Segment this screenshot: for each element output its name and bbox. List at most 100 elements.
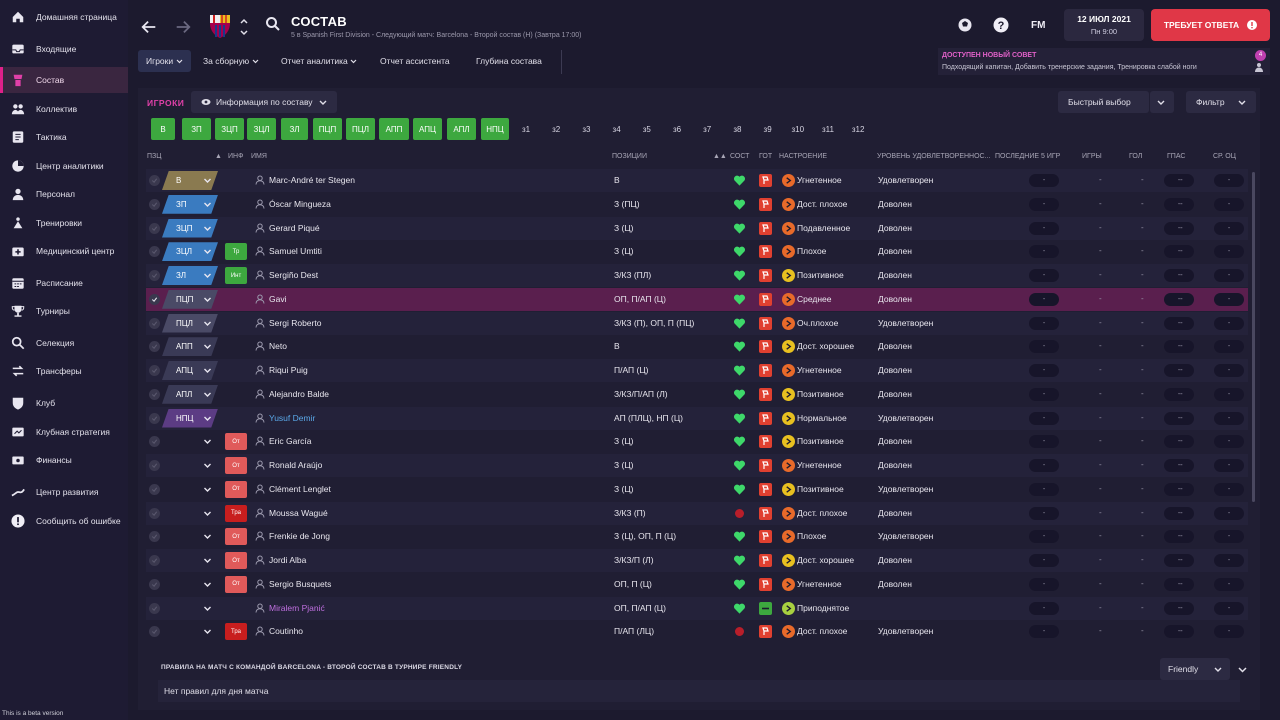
filter-button[interactable]: Фильтр: [1186, 91, 1256, 113]
number-filter-button[interactable]: з3: [582, 124, 591, 134]
col-inf[interactable]: ИНФ: [228, 153, 244, 160]
chevron-down-icon[interactable]: [203, 627, 212, 636]
player-name[interactable]: Marc-André ter Stegen: [269, 175, 355, 185]
position-tag[interactable]: ПЦП: [162, 289, 218, 309]
position-filter-button[interactable]: ПЦП: [313, 118, 342, 140]
player-name[interactable]: Óscar Mingueza: [269, 198, 331, 209]
sidebar-item[interactable]: Тренировки: [0, 210, 128, 236]
sidebar-item[interactable]: Финансы: [0, 447, 128, 473]
sidebar-item[interactable]: Сообщить об ошибке: [0, 508, 128, 534]
player-name[interactable]: Alejandro Balde: [269, 388, 330, 399]
chevron-down-icon[interactable]: [203, 366, 212, 375]
row-select-check[interactable]: [149, 436, 160, 448]
tab-players[interactable]: Игроки: [138, 50, 191, 72]
row-select-check[interactable]: [149, 483, 160, 495]
row-select-check[interactable]: [149, 175, 160, 186]
chevron-down-icon[interactable]: [203, 271, 212, 280]
info-badge[interactable]: Тра: [225, 623, 247, 641]
fm-logo[interactable]: FM: [1031, 20, 1046, 31]
new-advice-notice[interactable]: ДОСТУПЕН НОВЫЙ СОВЕТ Подходящий капитан,…: [938, 48, 1270, 75]
col-assists[interactable]: ГПАС: [1167, 153, 1186, 160]
table-row[interactable]: Тра Moussa Wagué З/КЗ (П) Дост. плохое Довол…: [146, 501, 1248, 525]
player-name[interactable]: Moussa Wagué: [269, 507, 328, 518]
number-filter-button[interactable]: з1: [521, 124, 531, 134]
player-name[interactable]: Frenkie de Jong: [269, 531, 330, 542]
sidebar-item[interactable]: Медицинский центр: [0, 238, 128, 264]
col-condition[interactable]: СОСТ: [730, 153, 750, 160]
position-tag[interactable]: АПЛ: [162, 384, 218, 404]
col-last5[interactable]: ПОСЛЕДНИЕ 5 ИГР: [995, 153, 1061, 160]
row-select-check[interactable]: [149, 246, 160, 258]
row-select-check[interactable]: [149, 270, 160, 281]
table-row[interactable]: ЗЦЛ Тр Samuel Umtiti З (Ц) Плохое Доволен - - - -…: [146, 240, 1248, 264]
info-badge[interactable]: От: [225, 528, 247, 546]
player-name[interactable]: Riqui Puig: [269, 365, 308, 375]
tab-analyst-report[interactable]: Отчет аналитика: [281, 50, 357, 72]
sidebar-item[interactable]: Домашняя страница: [0, 4, 128, 30]
position-tag[interactable]: ПЦЛ: [162, 313, 218, 333]
row-select-check[interactable]: [149, 555, 160, 566]
club-switch-chevrons-icon[interactable]: [239, 16, 249, 38]
tab-squad-depth[interactable]: Глубина состава: [476, 56, 542, 66]
row-select-check[interactable]: [149, 507, 160, 519]
position-filter-button[interactable]: ЗЦЛ: [247, 118, 276, 140]
col-avg-rating[interactable]: СР. ОЦ: [1213, 153, 1236, 160]
chevron-down-icon[interactable]: [203, 319, 212, 328]
info-badge[interactable]: Инт: [225, 267, 247, 284]
row-select-check[interactable]: [149, 341, 160, 353]
number-filter-button[interactable]: з7: [703, 124, 712, 134]
tab-national[interactable]: За сборную: [203, 50, 259, 72]
help-icon[interactable]: ?: [993, 17, 1009, 33]
player-name[interactable]: Ronald Araújo: [269, 460, 323, 470]
row-select-check[interactable]: [149, 365, 160, 376]
table-row[interactable]: ЗЛ Инт Sergiño Dest З/КЗ (ПЛ) Позитивное Дово…: [146, 264, 1248, 287]
number-filter-button[interactable]: з11: [822, 124, 834, 134]
position-tag[interactable]: АПП: [162, 337, 218, 357]
col-games[interactable]: ИГРЫ: [1082, 153, 1102, 160]
number-filter-button[interactable]: з5: [642, 124, 651, 134]
sidebar-item[interactable]: Состав: [0, 67, 128, 93]
table-scrollbar[interactable]: [1252, 172, 1255, 502]
row-select-check[interactable]: [149, 198, 160, 210]
table-row[interactable]: В Marc-André ter Stegen В Угнетенное Удовлет…: [146, 169, 1248, 192]
position-filter-button[interactable]: ЗП: [182, 118, 211, 140]
sidebar-item[interactable]: Входящие: [0, 36, 128, 62]
table-row[interactable]: ЗП Óscar Mingueza З (ПЦ) Дост. плохое Доволе…: [146, 192, 1248, 216]
row-select-check[interactable]: [149, 412, 160, 424]
table-row[interactable]: От Clément Lenglet З (Ц) Позитивное Удовлетв…: [146, 477, 1248, 501]
collapse-rules-icon[interactable]: [1238, 665, 1247, 673]
sidebar-item[interactable]: Тактика: [0, 124, 128, 150]
table-row[interactable]: Miralem Pjanić ОП, П/АП (Ц) Приподнятое - - -…: [146, 596, 1248, 620]
requires-response-button[interactable]: ТРЕБУЕТ ОТВЕТА: [1151, 9, 1270, 41]
search-icon[interactable]: [265, 16, 281, 32]
quick-pick-button[interactable]: Быстрый выбор: [1058, 91, 1149, 113]
sidebar-item[interactable]: Клубная стратегия: [0, 419, 128, 445]
quick-pick-dropdown[interactable]: [1150, 91, 1174, 113]
player-name[interactable]: Jordi Alba: [269, 555, 307, 565]
player-name[interactable]: Sergio Busquets: [269, 578, 332, 589]
player-name[interactable]: Samuel Umtiti: [269, 246, 322, 257]
number-filter-button[interactable]: з2: [552, 124, 561, 134]
forward-arrow-icon[interactable]: [172, 16, 194, 38]
player-name[interactable]: Neto: [269, 341, 287, 352]
table-row[interactable]: ПЦП Gavi ОП, П/АП (Ц) Среднее Доволен - - - - - -: [146, 287, 1248, 311]
table-row[interactable]: ПЦЛ Sergi Roberto З/КЗ (П), ОП, П (ПЦ) Оч.п…: [146, 311, 1248, 335]
position-filter-button[interactable]: АПЦ: [413, 118, 442, 140]
position-tag[interactable]: НПЦ: [162, 408, 218, 428]
number-filter-button[interactable]: з4: [612, 124, 621, 134]
row-select-check[interactable]: [149, 531, 160, 543]
col-name[interactable]: ИМЯ: [251, 153, 267, 160]
row-select-check[interactable]: [149, 626, 160, 638]
table-row[interactable]: От Sergio Busquets ОП, П (Ц) Угнетенное Дово…: [146, 572, 1248, 596]
position-filter-button[interactable]: НПЦ: [481, 118, 509, 140]
ball-icon[interactable]: [957, 17, 973, 33]
row-select-check[interactable]: [149, 222, 160, 234]
number-filter-button[interactable]: з9: [763, 124, 772, 134]
table-row[interactable]: От Ronald Araújo З (Ц) Угнетенное Доволен - - -…: [146, 454, 1248, 477]
sidebar-item[interactable]: Турниры: [0, 298, 128, 324]
col-goals[interactable]: ГОЛ: [1129, 153, 1143, 160]
row-select-check[interactable]: [149, 602, 160, 614]
chevron-down-icon[interactable]: [203, 224, 212, 233]
number-filter-button[interactable]: з10: [791, 124, 805, 134]
player-name[interactable]: Yusuf Demir: [269, 412, 316, 423]
